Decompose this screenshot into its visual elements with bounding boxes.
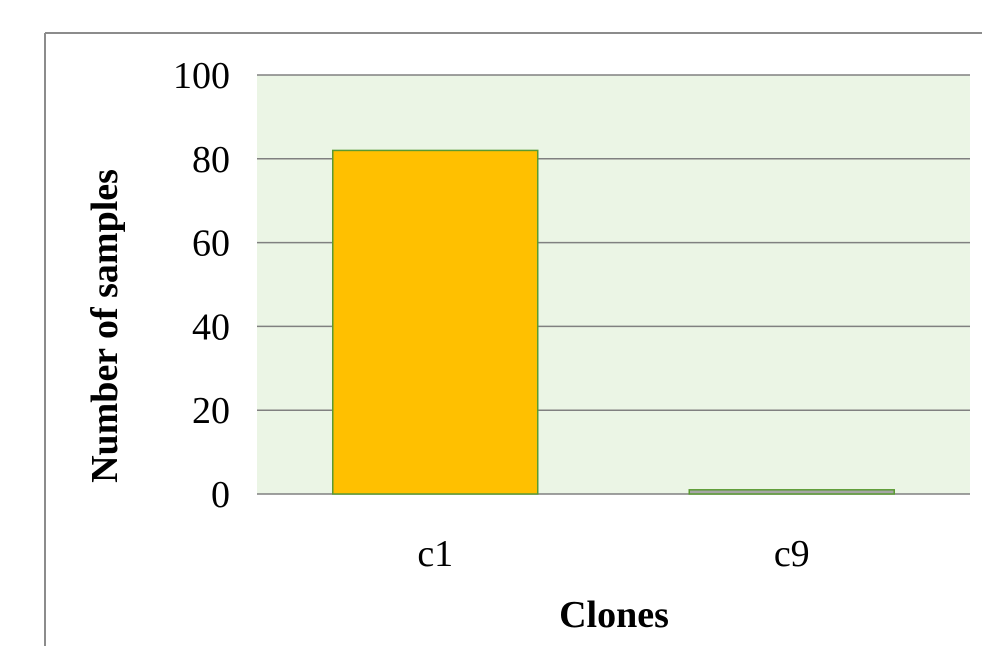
bar-c9 — [688, 489, 895, 495]
x-tick-label: c1 — [417, 533, 453, 575]
x-axis-title: Clones — [559, 594, 669, 636]
y-tick-label: 60 — [192, 223, 230, 265]
y-axis-ticks: 0 20 40 60 80 100 — [173, 55, 230, 516]
y-tick-label: 20 — [192, 390, 230, 432]
x-tick-label: c9 — [774, 533, 810, 575]
y-tick-label: 0 — [211, 474, 230, 516]
bars — [332, 149, 895, 495]
y-tick-label: 100 — [173, 55, 230, 97]
y-tick-label: 80 — [192, 139, 230, 181]
y-tick-label: 40 — [192, 306, 230, 348]
y-axis-title: Number of samples — [84, 169, 126, 483]
bar-c1 — [332, 149, 539, 495]
x-axis-ticks: c1 c9 — [417, 533, 809, 575]
